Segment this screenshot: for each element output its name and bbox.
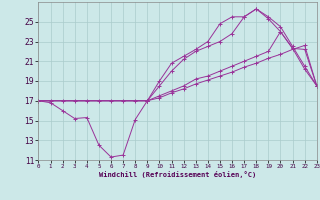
X-axis label: Windchill (Refroidissement éolien,°C): Windchill (Refroidissement éolien,°C) [99,171,256,178]
